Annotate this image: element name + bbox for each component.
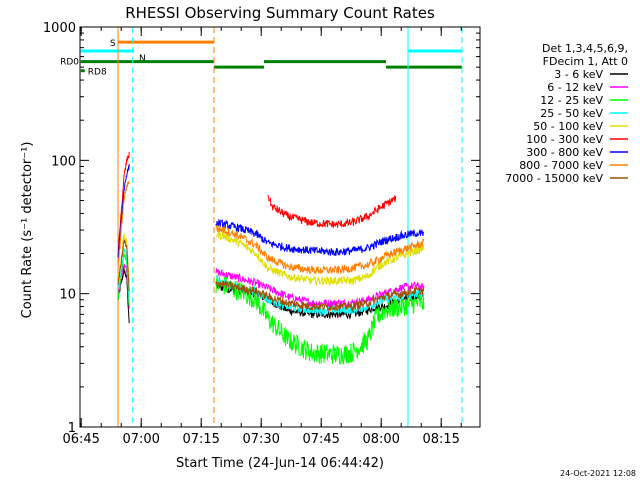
x-axis-label: Start Time (24-Jun-14 06:44:42) bbox=[176, 456, 384, 471]
y-tick-label: 1000 bbox=[43, 21, 76, 36]
plot-frame bbox=[79, 26, 481, 428]
chart-title: RHESSI Observing Summary Count Rates bbox=[125, 4, 435, 22]
x-tick-label: 08:15 bbox=[422, 432, 459, 447]
legend-entry-label: 12 - 25 keV bbox=[540, 94, 603, 107]
legend: Det 1,3,4,5,6,9,FDecim 1, Att 03 - 6 keV… bbox=[505, 42, 628, 185]
series-lines bbox=[117, 151, 425, 365]
y-tick-label: 10 bbox=[59, 288, 76, 303]
series-line bbox=[117, 180, 130, 272]
series-line bbox=[267, 194, 397, 229]
legend-header: FDecim 1, Att 0 bbox=[543, 55, 628, 68]
y-tick-label: 1 bbox=[68, 421, 76, 436]
legend-entry-label: 100 - 300 keV bbox=[526, 133, 603, 146]
legend-entry-label: 7000 - 15000 keV bbox=[505, 172, 603, 185]
legend-entry-label: 800 - 7000 keV bbox=[519, 159, 603, 172]
series-line bbox=[215, 218, 424, 257]
series-line bbox=[117, 239, 130, 292]
series-line bbox=[215, 225, 425, 275]
legend-entry-label: 6 - 12 keV bbox=[547, 81, 603, 94]
footer-date: 24-Oct-2021 12:08 bbox=[560, 469, 636, 478]
flag-label: RD0 bbox=[60, 58, 79, 68]
y-tick-label: 100 bbox=[51, 154, 76, 169]
x-tick-label: 08:00 bbox=[362, 432, 399, 447]
y-axis-label: Count Rate (s⁻¹ detector⁻¹) bbox=[20, 142, 35, 319]
legend-entry-label: 50 - 100 keV bbox=[533, 120, 603, 133]
series-line bbox=[117, 163, 130, 259]
flag-bars: S N RD0 RD8 bbox=[60, 39, 462, 78]
x-tick-label: 07:45 bbox=[302, 432, 339, 447]
vertical-markers bbox=[117, 27, 463, 427]
series-line bbox=[215, 268, 425, 309]
x-tick-label: 07:00 bbox=[122, 432, 159, 447]
legend-entry-label: 300 - 800 keV bbox=[526, 146, 603, 159]
flag-label: RD8 bbox=[88, 68, 107, 78]
series-line bbox=[215, 231, 425, 286]
x-tick-label: 06:45 bbox=[62, 432, 99, 447]
series-line bbox=[117, 151, 130, 256]
flag-label: N bbox=[139, 54, 146, 64]
x-tick-label: 07:30 bbox=[242, 432, 279, 447]
series-line bbox=[215, 280, 425, 313]
legend-entry-label: 25 - 50 keV bbox=[540, 107, 603, 120]
flag-label: S bbox=[110, 39, 116, 49]
x-tick-label: 07:15 bbox=[182, 432, 219, 447]
x-axis: 06:45 07:00 07:15 07:30 07:45 08:00 08:15 bbox=[62, 27, 462, 447]
legend-header: Det 1,3,4,5,6,9, bbox=[542, 42, 628, 55]
legend-entry-label: 3 - 6 keV bbox=[554, 68, 603, 81]
series-line bbox=[215, 274, 425, 365]
y-axis: 1 10 100 1000 bbox=[43, 21, 480, 436]
